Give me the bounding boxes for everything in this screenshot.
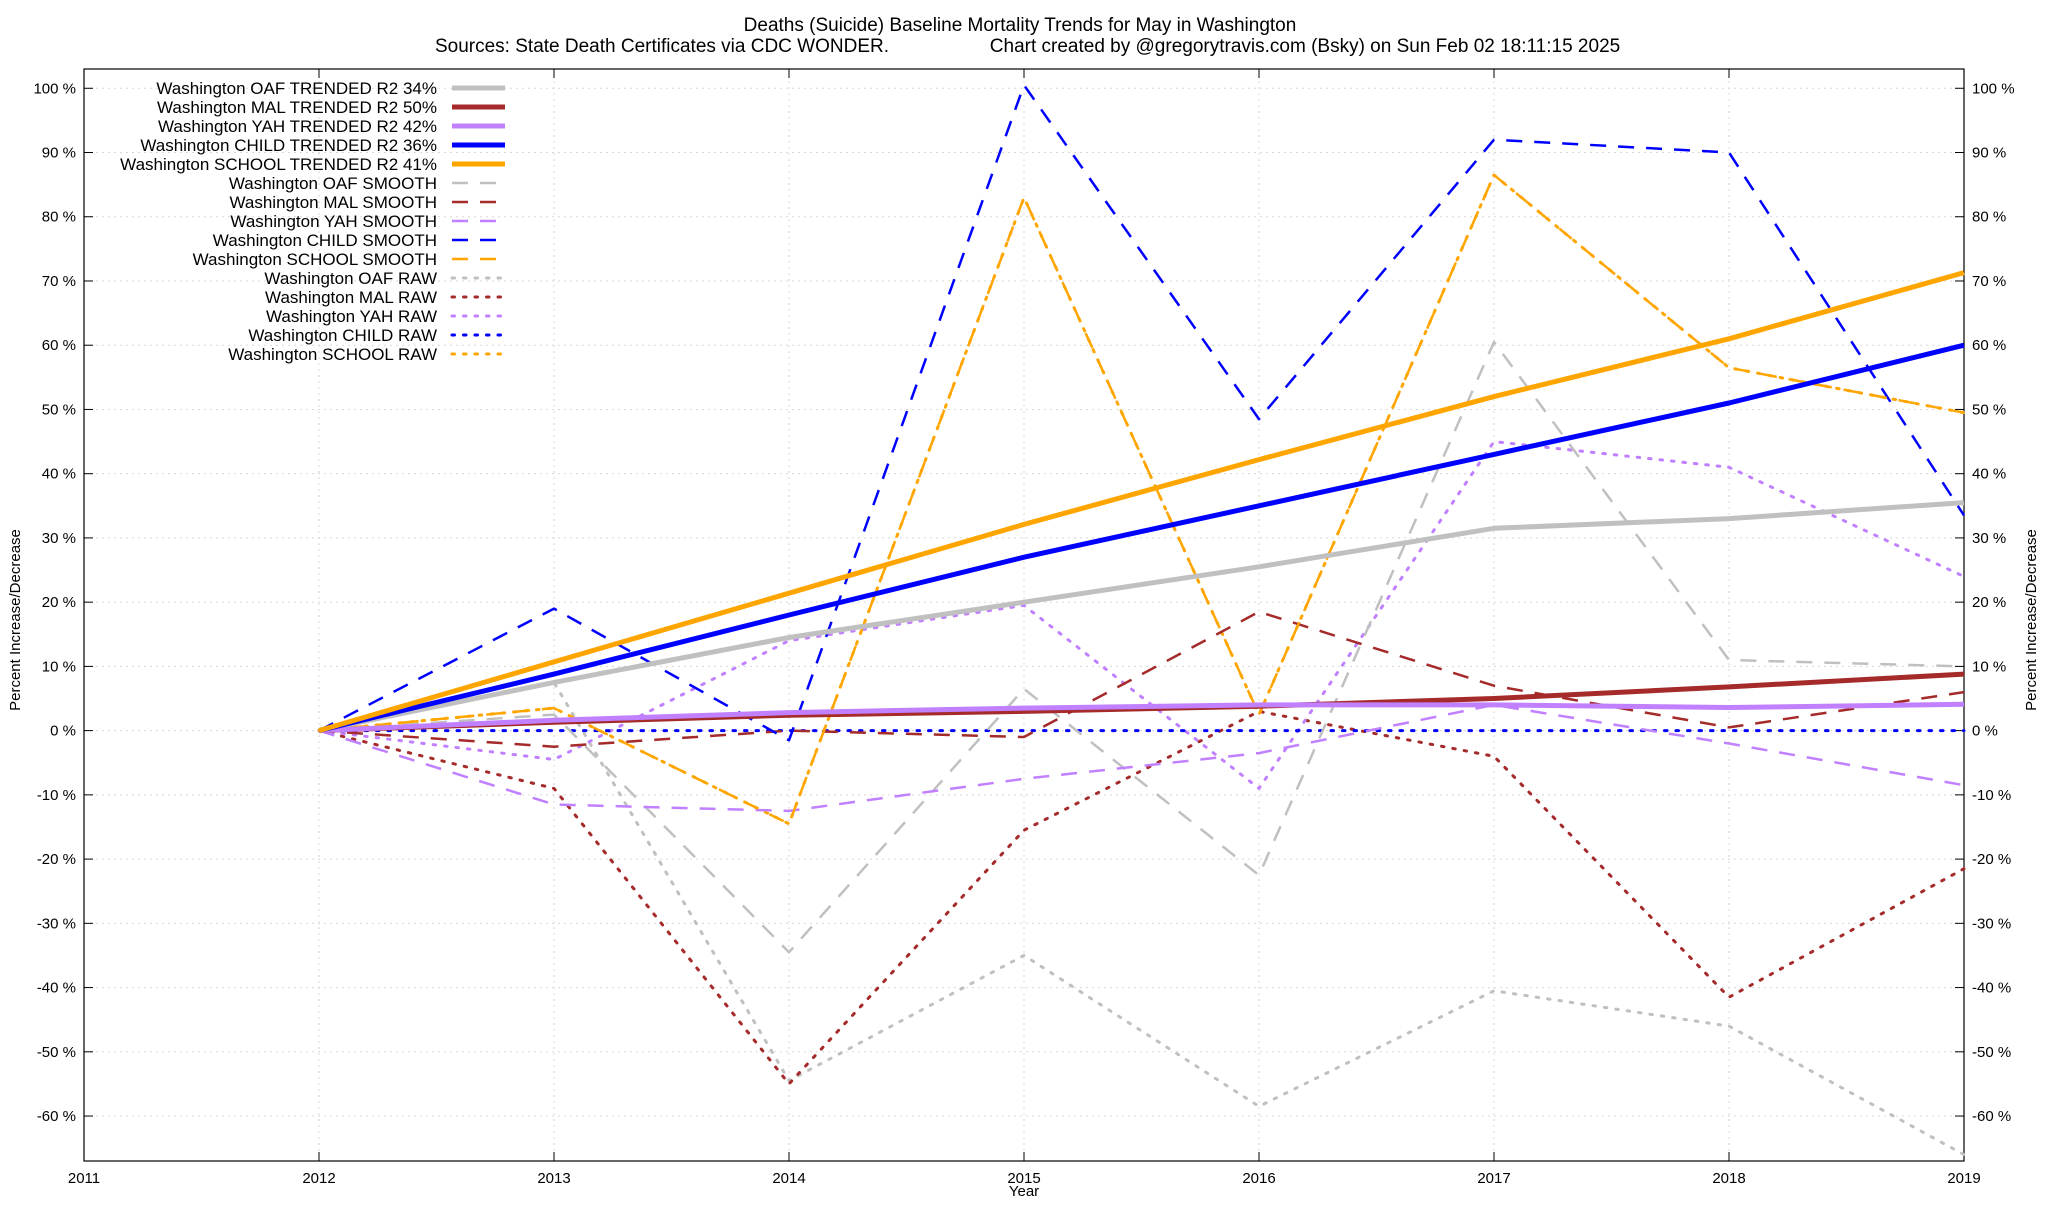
y2-tick-label: 40 % bbox=[1972, 466, 2006, 483]
series-line-0 bbox=[318, 500, 1965, 734]
y-tick-label: -30 % bbox=[37, 915, 76, 932]
series-line-2 bbox=[318, 701, 1965, 734]
legend-label: Washington SCHOOL RAW bbox=[228, 345, 437, 364]
legend: Washington OAF TRENDED R2 34%Washington … bbox=[120, 79, 507, 364]
y-tick-label: 70 % bbox=[42, 273, 76, 290]
x-axis-label: Year bbox=[1009, 1183, 1039, 1200]
y-tick-label: -40 % bbox=[37, 980, 76, 997]
legend-label: Washington CHILD SMOOTH bbox=[213, 231, 437, 250]
y2-tick-label: 50 % bbox=[1972, 401, 2006, 418]
series-line-5 bbox=[318, 340, 1965, 954]
y2-tick-label: 10 % bbox=[1972, 658, 2006, 675]
legend-label: Washington OAF TRENDED R2 34% bbox=[156, 79, 437, 98]
y-tick-label: 50 % bbox=[42, 401, 76, 418]
y-tick-label: 30 % bbox=[42, 530, 76, 547]
series-line-8 bbox=[318, 83, 1966, 742]
legend-label: Washington MAL SMOOTH bbox=[229, 193, 437, 212]
x-tick-label: 2015 bbox=[1007, 1170, 1040, 1187]
legend-label: Washington CHILD RAW bbox=[248, 326, 437, 345]
legend-label: Washington YAH TRENDED R2 42% bbox=[158, 117, 437, 136]
series-line-9 bbox=[318, 173, 1965, 826]
y2-tick-label: 0 % bbox=[1972, 723, 1998, 740]
legend-label: Washington MAL RAW bbox=[265, 288, 437, 307]
y-tick-label: 40 % bbox=[42, 466, 76, 483]
chart-subtitle-sources: Sources: State Death Certificates via CD… bbox=[435, 36, 889, 57]
series-line-7 bbox=[318, 703, 1965, 813]
legend-label: Washington CHILD TRENDED R2 36% bbox=[140, 136, 437, 155]
y2-tick-label: -20 % bbox=[1972, 851, 2011, 868]
series-line-12 bbox=[317, 440, 1966, 790]
y-tick-label: 60 % bbox=[42, 337, 76, 354]
y2-tick-label: -40 % bbox=[1972, 980, 2011, 997]
chart-subtitle-credit: Chart created by @gregorytravis.com (Bsk… bbox=[990, 36, 1620, 57]
legend-label: Washington OAF SMOOTH bbox=[229, 174, 437, 193]
y2-tick-label: 20 % bbox=[1972, 594, 2006, 611]
legend-label: Washington YAH RAW bbox=[266, 307, 437, 326]
y2-tick-label: 70 % bbox=[1972, 273, 2006, 290]
y-tick-label: 20 % bbox=[42, 594, 76, 611]
y-tick-label: -60 % bbox=[37, 1108, 76, 1125]
y-tick-label: 100 % bbox=[33, 80, 76, 97]
x-tick-label: 2019 bbox=[1947, 1170, 1980, 1187]
y-tick-label: -10 % bbox=[37, 787, 76, 804]
y-tick-label: 80 % bbox=[42, 209, 76, 226]
legend-label: Washington SCHOOL TRENDED R2 41% bbox=[120, 155, 437, 174]
series-lines bbox=[317, 83, 1966, 1157]
series-line-10 bbox=[317, 680, 1966, 1157]
y-tick-label: 10 % bbox=[42, 658, 76, 675]
y2-tick-label: -60 % bbox=[1972, 1108, 2011, 1125]
x-tick-label: 2017 bbox=[1477, 1170, 1510, 1187]
x-tick-label: 2018 bbox=[1712, 1170, 1745, 1187]
legend-label: Washington SCHOOL SMOOTH bbox=[193, 250, 437, 269]
x-tick-label: 2011 bbox=[68, 1170, 100, 1187]
x-tick-label: 2014 bbox=[772, 1170, 805, 1187]
y-axis-label: Percent Increase/Decrease bbox=[7, 529, 24, 711]
chart-title: Deaths (Suicide) Baseline Mortality Tren… bbox=[744, 15, 1297, 36]
series-line-3 bbox=[318, 342, 1965, 734]
y2-tick-label: 90 % bbox=[1972, 145, 2006, 162]
x-tick-label: 2013 bbox=[537, 1170, 570, 1187]
series-line-4 bbox=[318, 270, 1965, 733]
x-tick-label: 2016 bbox=[1242, 1170, 1275, 1187]
y2-axis-label: Percent Increase/Decrease bbox=[2023, 529, 2040, 711]
y-tick-label: -50 % bbox=[37, 1044, 76, 1061]
y2-tick-label: -50 % bbox=[1972, 1044, 2011, 1061]
legend-label: Washington MAL TRENDED R2 50% bbox=[157, 98, 437, 117]
y-tick-label: 0 % bbox=[50, 723, 76, 740]
x-tick-label: 2012 bbox=[302, 1170, 335, 1187]
y2-tick-label: 100 % bbox=[1972, 80, 2015, 97]
y2-tick-label: -10 % bbox=[1972, 787, 2011, 804]
legend-label: Washington YAH SMOOTH bbox=[230, 212, 437, 231]
y-tick-label: 90 % bbox=[42, 145, 76, 162]
legend-label: Washington OAF RAW bbox=[264, 269, 437, 288]
series-line-11 bbox=[317, 709, 1966, 1086]
y2-tick-label: 80 % bbox=[1972, 209, 2006, 226]
y2-tick-label: 60 % bbox=[1972, 337, 2006, 354]
y-tick-label: -20 % bbox=[37, 851, 76, 868]
axes: 100 % 100 % 90 % 90 % 80 % 80 % 70 % 70 % 60 % 60… bbox=[33, 69, 2015, 1187]
y2-tick-label: 30 % bbox=[1972, 530, 2006, 547]
y2-tick-label: -30 % bbox=[1972, 915, 2011, 932]
